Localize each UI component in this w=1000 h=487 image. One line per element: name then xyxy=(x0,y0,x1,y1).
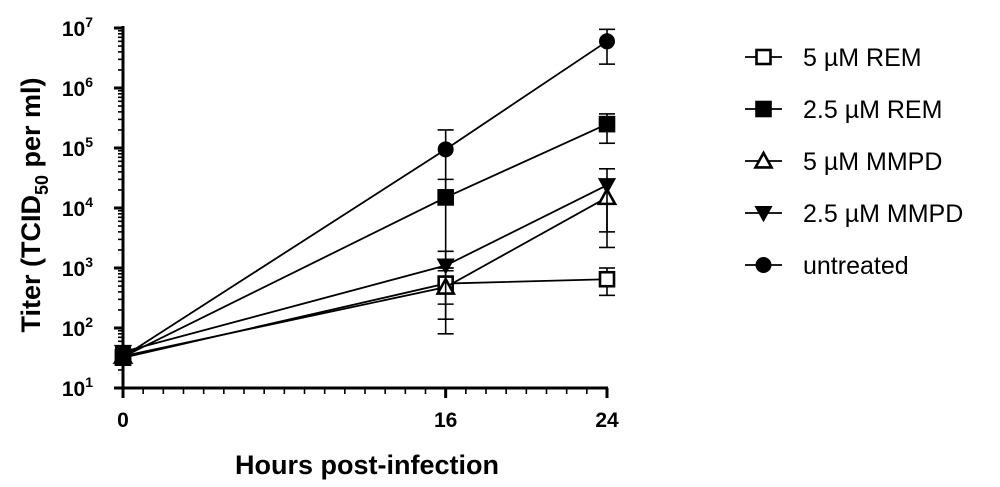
y-tick-base: 10 xyxy=(62,258,85,281)
series-line xyxy=(122,123,608,358)
y-tick-exponent: 5 xyxy=(85,134,93,150)
y-tick-exponent: 4 xyxy=(85,194,93,210)
y-tick-label: 107 xyxy=(62,14,93,41)
legend-marker xyxy=(755,257,772,273)
y-tick-exponent: 3 xyxy=(85,254,93,270)
data-point xyxy=(437,189,454,206)
data-point xyxy=(598,115,616,133)
x-axis: 0 16 24 xyxy=(117,386,619,432)
legend-label: untreated xyxy=(803,252,909,280)
legend-marker xyxy=(754,205,773,223)
series-line xyxy=(122,184,608,353)
y-axis-title-main: Titer (TCID xyxy=(16,195,46,333)
x-tick-label: 16 xyxy=(434,409,457,432)
legend-item: 2.5 µM MMPD xyxy=(745,200,963,228)
y-tick-exponent: 2 xyxy=(85,314,93,330)
y-tick-label: 102 xyxy=(62,314,93,341)
legend-marker xyxy=(755,48,772,66)
y-axis-title-subscript: 50 xyxy=(32,175,52,195)
y-tick-base: 10 xyxy=(62,18,85,41)
legend-item: 5 µM MMPD xyxy=(745,148,942,176)
y-tick-label: 105 xyxy=(62,134,93,161)
y-tick-label: 104 xyxy=(62,194,93,221)
data-point xyxy=(437,141,454,158)
legend-marker xyxy=(753,150,774,169)
data-point xyxy=(599,33,615,50)
legend: 5 µM REM 2.5 µM REM 5 µM MMPD 2.5 µM MMPD un… xyxy=(745,44,963,280)
x-tick-label: 24 xyxy=(595,409,619,432)
data-point xyxy=(436,258,455,275)
y-tick-exponent: 7 xyxy=(85,14,93,30)
y-tick-base: 10 xyxy=(62,378,85,401)
x-axis-title: Hours post-infection xyxy=(235,450,499,480)
series-triangle-down-filled xyxy=(113,168,617,362)
series-square-open xyxy=(114,267,616,366)
y-tick-base: 10 xyxy=(62,198,85,221)
legend-marker xyxy=(755,100,772,118)
y-tick-exponent: 1 xyxy=(85,374,93,390)
y-tick-exponent: 6 xyxy=(85,74,93,90)
legend-item: 5 µM REM xyxy=(745,44,922,72)
x-tick-label: 0 xyxy=(117,409,129,432)
series-line xyxy=(122,40,608,358)
legend-item: 2.5 µM REM xyxy=(745,96,942,124)
plot-area xyxy=(112,28,618,366)
data-point xyxy=(597,178,617,195)
data-point xyxy=(598,270,616,288)
series-square-filled xyxy=(114,113,616,366)
y-tick-label: 103 xyxy=(62,254,93,281)
y-tick-base: 10 xyxy=(62,138,85,161)
series-triangle-up-open xyxy=(112,178,618,364)
legend-label: 2.5 µM MMPD xyxy=(803,200,963,228)
y-axis-title-suffix: per ml) xyxy=(16,77,46,175)
y-tick-label: 101 xyxy=(62,374,93,401)
y-tick-base: 10 xyxy=(62,318,85,341)
y-axis-title: Titer (TCID50 per ml) xyxy=(16,77,52,332)
series-circle-filled xyxy=(115,28,615,365)
y-tick-base: 10 xyxy=(62,78,85,101)
legend-label: 5 µM REM xyxy=(803,44,922,72)
legend-item: untreated xyxy=(745,252,909,280)
series-line xyxy=(122,278,608,359)
legend-label: 2.5 µM REM xyxy=(803,96,942,124)
legend-label: 5 µM MMPD xyxy=(803,148,942,176)
y-tick-label: 106 xyxy=(62,74,93,101)
